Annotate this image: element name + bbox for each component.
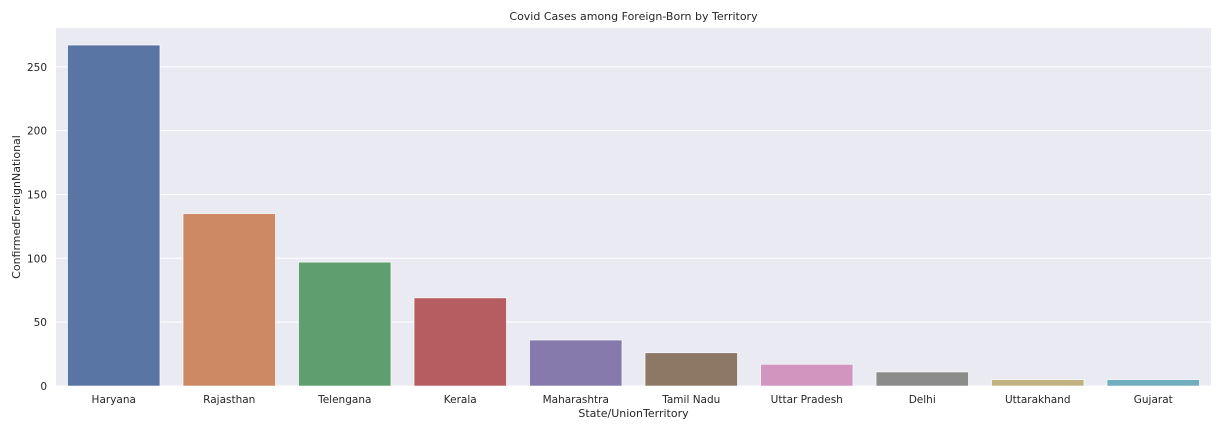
y-tick-label: 150 [27,189,47,201]
x-tick-label: Delhi [909,394,936,406]
y-tick-label: 50 [34,317,47,329]
chart-title: Covid Cases among Foreign-Born by Territ… [509,10,758,23]
y-tick-label: 100 [27,253,47,265]
bar-rajasthan [182,213,276,387]
x-tick-label: Uttar Pradesh [771,394,843,406]
bar-telengana [298,261,392,387]
bar-gujarat [1106,379,1200,387]
x-tick-label: Haryana [92,394,136,406]
bar-tamil-nadu [644,352,738,387]
y-axis-ticks: 0 50 100 150 200 250 [27,62,47,393]
bar-uttarakhand [991,379,1085,387]
x-tick-label: Rajasthan [203,394,255,406]
x-tick-label: Gujarat [1134,394,1173,406]
x-tick-label: Maharashtra [543,394,609,406]
y-tick-label: 250 [27,62,47,74]
x-axis-ticks: Haryana Rajasthan Telengana Kerala Maharasht… [92,394,1173,406]
bar-kerala [413,297,507,387]
bar-uttar-pradesh [760,363,854,387]
x-tick-label: Kerala [444,394,477,406]
y-axis-title: ConfirmedForeignNational [10,135,23,279]
y-tick-label: 200 [27,126,47,138]
bar-haryana [67,44,161,387]
bars [67,44,1200,387]
x-axis-title: State/UnionTerritory [578,407,689,420]
bar-maharashtra [529,339,623,387]
bar-delhi [875,371,969,387]
y-tick-label: 0 [40,381,47,393]
x-tick-label: Tamil Nadu [661,394,720,406]
x-tick-label: Telengana [317,394,371,406]
x-tick-label: Uttarakhand [1005,394,1071,406]
